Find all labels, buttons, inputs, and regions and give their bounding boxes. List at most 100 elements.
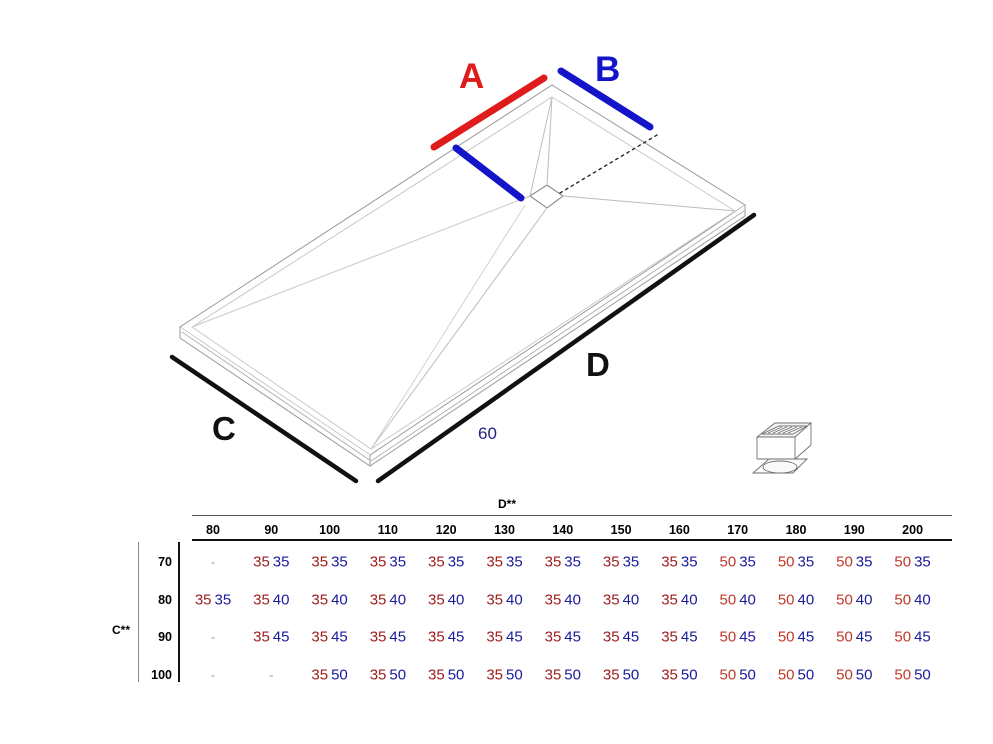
cell-value-primary: 50 <box>894 591 912 608</box>
cell-value-primary: 35 <box>486 628 503 646</box>
cell-value-primary: 35 <box>486 666 503 683</box>
cell-empty-dash: - <box>210 667 216 682</box>
cell-value-primary: 35 <box>661 591 678 608</box>
cell-value-primary: 50 <box>894 553 912 571</box>
row-header-100: 100 <box>151 667 172 682</box>
cell-value-secondary: 45 <box>564 628 581 646</box>
table-cell-c90-d100: 35 45 <box>311 629 347 646</box>
table-cell-c70-d190: 50 35 <box>836 554 872 571</box>
column-header-200: 200 <box>902 523 924 537</box>
cell-value-primary: 35 <box>544 666 562 683</box>
table-cell-c90-d200: 50 45 <box>894 629 930 646</box>
cell-value-secondary: 50 <box>506 666 523 683</box>
cell-value-primary: 35 <box>311 628 329 646</box>
label-depth-60: 60 <box>478 424 497 443</box>
label-a: A <box>459 57 485 96</box>
column-header-150: 150 <box>610 523 632 537</box>
table-cell-c100-d90: - <box>269 666 273 683</box>
table-cell-c70-d110: 35 35 <box>370 554 406 571</box>
cell-value-primary: 35 <box>661 666 678 683</box>
table-cell-c70-d90: 35 35 <box>253 554 289 571</box>
cell-value-primary: 50 <box>719 666 737 683</box>
cell-value-secondary: 40 <box>739 591 756 608</box>
table-cell-c100-d170: 50 50 <box>720 666 756 683</box>
panel-creases <box>191 199 526 450</box>
label-c: C <box>212 410 236 447</box>
column-header-80: 80 <box>206 523 220 537</box>
cell-value-primary: 35 <box>253 628 270 646</box>
table-cell-c90-d150: 35 45 <box>603 629 639 646</box>
cell-value-secondary: 40 <box>272 591 290 608</box>
table-cell-c80-d80: 35 35 <box>195 591 231 608</box>
cell-value-secondary: 35 <box>447 553 465 571</box>
cell-value-secondary: 45 <box>914 628 931 646</box>
cell-empty-dash: - <box>269 667 274 682</box>
table-cell-c90-d130: 35 45 <box>486 629 522 646</box>
cell-value-secondary: 35 <box>739 553 756 571</box>
table-cell-c80-d120: 35 40 <box>428 591 464 608</box>
table-cell-c80-d90: 35 40 <box>253 591 289 608</box>
column-header-120: 120 <box>435 523 457 537</box>
cell-value-primary: 35 <box>428 553 445 571</box>
dimension-line-c <box>169 354 359 484</box>
cell-value-primary: 35 <box>428 591 445 608</box>
table-cell-c70-d170: 50 35 <box>720 554 756 571</box>
table-cell-c100-d150: 35 50 <box>603 666 639 683</box>
cell-value-secondary: 45 <box>447 628 465 646</box>
table-cell-c100-d160: 35 50 <box>661 666 697 683</box>
fold-to-bottom-corner <box>370 207 548 450</box>
cell-value-primary: 35 <box>544 628 562 646</box>
table-cell-c90-d120: 35 45 <box>428 629 464 646</box>
cell-value-primary: 35 <box>544 591 562 608</box>
cell-value-secondary: 40 <box>331 591 348 608</box>
cell-value-secondary: 50 <box>447 666 465 683</box>
table-cell-c80-d160: 35 40 <box>661 591 697 608</box>
column-group-label: D** <box>498 497 517 511</box>
cell-value-primary: 35 <box>428 628 445 646</box>
table-cell-c80-d130: 35 40 <box>486 591 522 608</box>
cell-value-primary: 35 <box>544 553 562 571</box>
table-cell-c100-d190: 50 50 <box>836 666 872 683</box>
cell-value-secondary: 35 <box>680 553 698 571</box>
table-cell-c70-d140: 35 35 <box>545 554 581 571</box>
table-cell-c100-d140: 35 50 <box>545 666 581 683</box>
dimension-line-a <box>430 74 548 151</box>
cell-value-secondary: 35 <box>855 553 873 571</box>
cell-value-primary: 50 <box>836 628 853 646</box>
table-cell-c100-d180: 50 50 <box>778 666 814 683</box>
column-header-100: 100 <box>319 523 341 537</box>
cell-value-primary: 35 <box>311 666 329 683</box>
column-header-110: 110 <box>377 523 398 537</box>
cell-value-primary: 35 <box>602 591 620 608</box>
table-cell-c80-d150: 35 40 <box>603 591 639 608</box>
cell-value-secondary: 40 <box>797 591 815 608</box>
tray-lip-line <box>181 210 745 462</box>
fold-to-top-corner <box>546 96 553 186</box>
cell-value-secondary: 50 <box>680 666 698 683</box>
cell-value-secondary: 50 <box>797 666 815 683</box>
table-cell-c90-d170: 50 45 <box>720 629 756 646</box>
cell-value-secondary: 35 <box>272 553 290 571</box>
table-cell-c70-d200: 50 35 <box>894 554 930 571</box>
cell-value-secondary: 50 <box>564 666 581 683</box>
tray-body <box>179 84 746 467</box>
row-header-70: 70 <box>158 555 172 569</box>
table-cell-c80-d170: 50 40 <box>720 591 756 608</box>
cell-value-primary: 35 <box>602 553 620 571</box>
table-cell-c70-d80: - <box>211 554 215 571</box>
fold-diag-upper-left <box>529 96 553 197</box>
table-header-rule <box>192 539 952 541</box>
cell-value-primary: 50 <box>777 553 795 571</box>
dimension-table <box>0 490 993 700</box>
cell-value-primary: 35 <box>369 553 387 571</box>
cell-value-primary: 50 <box>894 666 912 683</box>
cell-value-secondary: 35 <box>389 553 407 571</box>
cell-value-secondary: 40 <box>855 591 873 608</box>
cell-value-secondary: 40 <box>680 591 698 608</box>
table-cell-c100-d200: 50 50 <box>894 666 930 683</box>
cell-value-primary: 35 <box>253 553 270 571</box>
cell-value-primary: 35 <box>253 591 270 608</box>
cell-value-secondary: 45 <box>680 628 698 646</box>
cell-value-secondary: 35 <box>914 553 931 571</box>
